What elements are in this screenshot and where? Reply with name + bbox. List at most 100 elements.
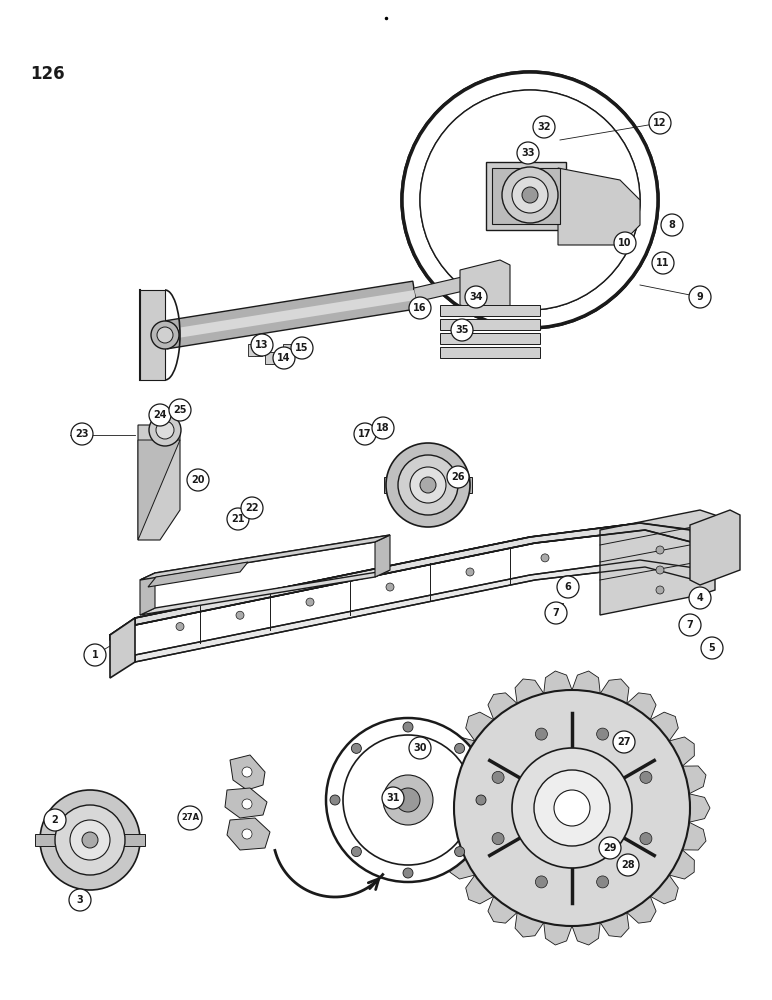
Circle shape: [151, 321, 179, 349]
Polygon shape: [543, 923, 572, 945]
Polygon shape: [225, 788, 267, 818]
Polygon shape: [682, 766, 706, 794]
Circle shape: [557, 576, 579, 598]
Polygon shape: [601, 679, 629, 704]
Polygon shape: [449, 850, 475, 879]
Polygon shape: [140, 573, 155, 615]
Circle shape: [236, 611, 244, 619]
Circle shape: [326, 718, 490, 882]
Text: 34: 34: [469, 292, 482, 302]
Polygon shape: [440, 333, 540, 344]
Circle shape: [476, 795, 486, 805]
Text: 8: 8: [669, 220, 676, 230]
Polygon shape: [562, 578, 568, 596]
Circle shape: [291, 337, 313, 359]
Polygon shape: [434, 794, 455, 822]
Text: 21: 21: [232, 514, 245, 524]
Polygon shape: [248, 344, 262, 356]
Polygon shape: [543, 671, 572, 693]
Circle shape: [82, 832, 98, 848]
Text: 27: 27: [618, 737, 631, 747]
Circle shape: [689, 587, 711, 609]
Polygon shape: [488, 693, 517, 720]
Text: 12: 12: [653, 118, 667, 128]
Polygon shape: [227, 818, 270, 850]
Polygon shape: [110, 618, 135, 678]
Circle shape: [84, 644, 106, 666]
Circle shape: [512, 177, 548, 213]
Polygon shape: [414, 273, 482, 302]
Polygon shape: [140, 570, 390, 615]
Text: 27A: 27A: [181, 814, 199, 822]
Circle shape: [306, 598, 314, 606]
Circle shape: [466, 568, 474, 576]
Text: 14: 14: [277, 353, 291, 363]
Text: 9: 9: [696, 292, 703, 302]
Circle shape: [502, 167, 558, 223]
Polygon shape: [265, 352, 279, 364]
Circle shape: [599, 837, 621, 859]
Polygon shape: [488, 896, 517, 923]
Circle shape: [169, 399, 191, 421]
Polygon shape: [438, 766, 462, 794]
Text: 2: 2: [52, 815, 59, 825]
Text: 25: 25: [173, 405, 187, 415]
Circle shape: [40, 790, 140, 890]
Circle shape: [242, 829, 252, 839]
Text: 18: 18: [376, 423, 390, 433]
Text: 15: 15: [295, 343, 309, 353]
Circle shape: [176, 623, 184, 631]
Circle shape: [679, 614, 701, 636]
Circle shape: [149, 414, 181, 446]
Circle shape: [536, 876, 547, 888]
Polygon shape: [466, 875, 494, 904]
Polygon shape: [669, 737, 694, 766]
Polygon shape: [440, 305, 540, 316]
Circle shape: [454, 690, 690, 926]
Circle shape: [534, 770, 610, 846]
Circle shape: [701, 637, 723, 659]
Circle shape: [396, 788, 420, 812]
Circle shape: [455, 743, 465, 753]
Polygon shape: [690, 510, 740, 585]
Text: 30: 30: [413, 743, 427, 753]
Circle shape: [187, 469, 209, 491]
Circle shape: [402, 72, 658, 328]
Circle shape: [541, 554, 549, 562]
Polygon shape: [460, 260, 510, 315]
Circle shape: [640, 833, 652, 845]
Text: 5: 5: [709, 643, 716, 653]
Polygon shape: [600, 510, 715, 615]
Circle shape: [69, 889, 91, 911]
Circle shape: [242, 799, 252, 809]
Text: 10: 10: [618, 238, 631, 248]
Polygon shape: [466, 712, 494, 741]
Circle shape: [409, 737, 431, 759]
Circle shape: [403, 722, 413, 732]
Circle shape: [597, 728, 608, 740]
Circle shape: [640, 771, 652, 783]
Polygon shape: [682, 822, 706, 850]
Circle shape: [343, 735, 473, 865]
Polygon shape: [486, 162, 566, 230]
Polygon shape: [572, 923, 601, 945]
Polygon shape: [440, 347, 540, 358]
Circle shape: [420, 477, 436, 493]
Circle shape: [386, 583, 394, 591]
Polygon shape: [135, 523, 695, 625]
Polygon shape: [138, 425, 180, 540]
Polygon shape: [283, 344, 297, 356]
Text: 6: 6: [564, 582, 571, 592]
Circle shape: [273, 347, 295, 369]
Circle shape: [554, 790, 590, 826]
Polygon shape: [449, 737, 475, 766]
Polygon shape: [558, 168, 640, 245]
Text: 26: 26: [452, 472, 465, 482]
Text: 31: 31: [386, 793, 400, 803]
Text: 4: 4: [696, 593, 703, 603]
Circle shape: [372, 417, 394, 439]
Text: 33: 33: [521, 148, 535, 158]
Circle shape: [492, 833, 504, 845]
Circle shape: [402, 72, 658, 328]
Polygon shape: [138, 440, 180, 540]
